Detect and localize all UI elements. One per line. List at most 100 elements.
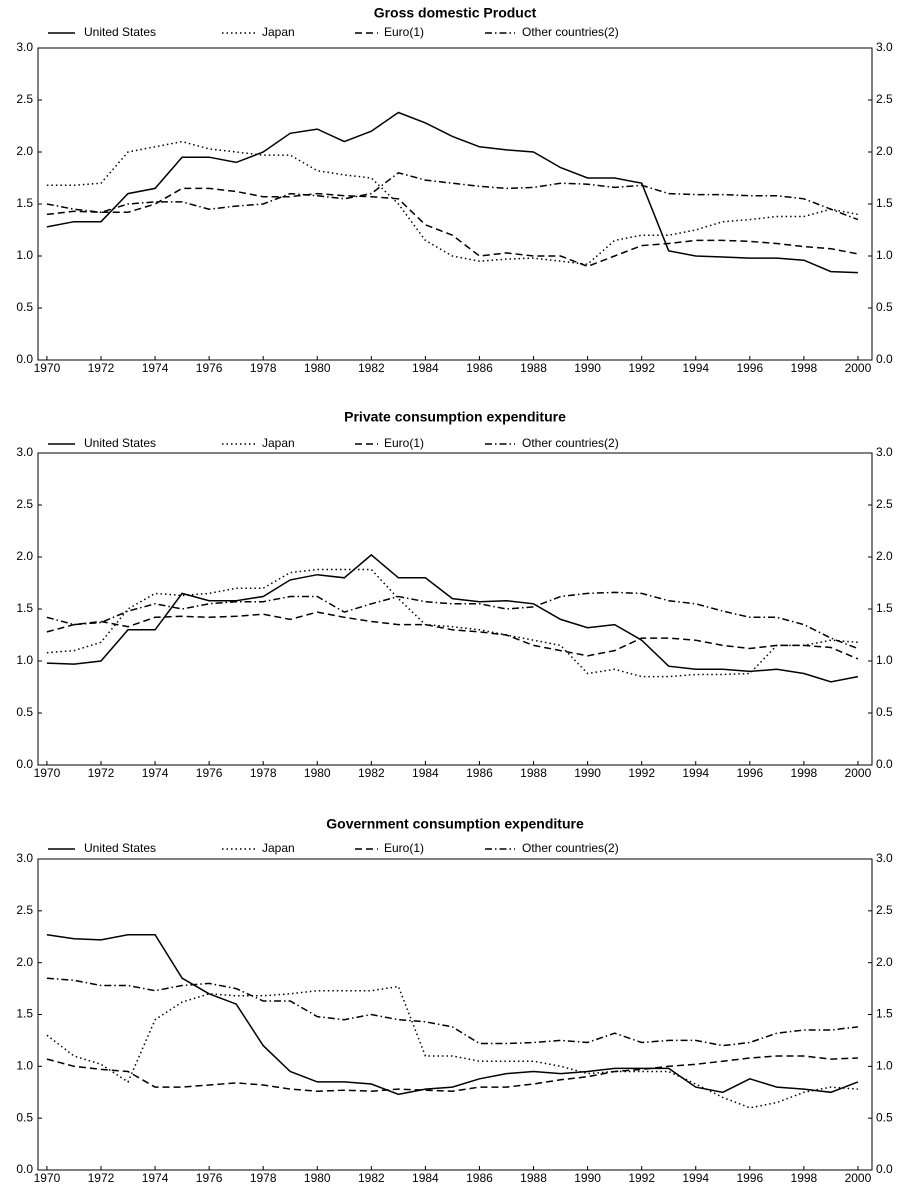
x-tick-label: 1996 xyxy=(736,1171,763,1185)
y2-tick-label: 0.5 xyxy=(876,705,893,719)
x-tick-label: 1992 xyxy=(628,361,655,375)
legend-label: United States xyxy=(84,25,156,39)
y2-tick-label: 3.0 xyxy=(876,851,893,865)
x-tick-label: 1970 xyxy=(34,766,61,780)
y2-tick-label: 0.5 xyxy=(876,1110,893,1124)
series-line xyxy=(46,977,858,1047)
y2-tick-label: 1.0 xyxy=(876,1059,893,1073)
y-tick-label: 1.5 xyxy=(16,601,33,615)
series-line xyxy=(46,553,859,683)
x-tick-label: 1996 xyxy=(736,361,763,375)
x-tick-label: 1970 xyxy=(34,1171,61,1185)
x-tick-label: 1978 xyxy=(250,361,277,375)
y-tick-label: 0.5 xyxy=(16,1110,33,1124)
x-tick-label: 1976 xyxy=(196,361,223,375)
y2-tick-label: 2.0 xyxy=(876,549,893,563)
series-line xyxy=(46,140,859,266)
series-line xyxy=(46,933,859,1096)
x-tick-label: 1986 xyxy=(466,361,493,375)
x-tick-label: 1982 xyxy=(358,361,385,375)
series-line xyxy=(46,591,859,650)
x-tick-label: 1982 xyxy=(358,1171,385,1185)
y-tick-label: 2.5 xyxy=(16,92,33,106)
y-tick-label: 2.5 xyxy=(16,903,33,917)
plot-frame xyxy=(37,47,873,361)
y2-tick-label: 0.0 xyxy=(876,757,893,771)
x-tick-label: 1994 xyxy=(682,766,709,780)
x-tick-label: 1980 xyxy=(304,766,331,780)
y2-tick-label: 2.5 xyxy=(876,903,893,917)
x-tick-label: 1988 xyxy=(520,1171,547,1185)
x-tick-label: 1980 xyxy=(304,361,331,375)
series-line xyxy=(46,171,859,221)
y-tick-label: 1.5 xyxy=(16,1007,33,1021)
x-tick-label: 1994 xyxy=(682,1171,709,1185)
chart-title: Gross domestic Product xyxy=(374,5,537,21)
y-tick-label: 1.0 xyxy=(16,653,33,667)
x-tick-label: 2000 xyxy=(845,766,872,780)
legend-label: Euro(1) xyxy=(384,25,424,39)
y2-tick-label: 2.0 xyxy=(876,955,893,969)
legend-label: Euro(1) xyxy=(384,436,424,450)
y2-tick-label: 0.0 xyxy=(876,352,893,366)
x-tick-label: 1978 xyxy=(250,1171,277,1185)
x-tick-label: 1982 xyxy=(358,766,385,780)
x-tick-label: 1990 xyxy=(574,766,601,780)
x-tick-label: 1998 xyxy=(791,1171,818,1185)
y2-tick-label: 3.0 xyxy=(876,40,893,54)
x-tick-label: 1984 xyxy=(412,361,439,375)
y2-tick-label: 1.0 xyxy=(876,653,893,667)
series-line xyxy=(46,187,859,268)
x-tick-label: 1970 xyxy=(34,361,61,375)
y-tick-label: 3.0 xyxy=(16,851,33,865)
legend-label: Japan xyxy=(262,436,295,450)
legend-label: United States xyxy=(84,436,156,450)
legend-label: Euro(1) xyxy=(384,841,424,855)
y-tick-label: 0.0 xyxy=(16,757,33,771)
x-tick-label: 1984 xyxy=(412,1171,439,1185)
x-tick-label: 1976 xyxy=(196,766,223,780)
y2-tick-label: 1.5 xyxy=(876,196,893,210)
x-tick-label: 1998 xyxy=(791,766,818,780)
y2-tick-label: 0.5 xyxy=(876,300,893,314)
x-tick-label: 1972 xyxy=(88,766,115,780)
y-tick-label: 0.0 xyxy=(16,352,33,366)
x-tick-label: 1996 xyxy=(736,766,763,780)
legend-label: Other countries(2) xyxy=(522,25,619,39)
y2-tick-label: 0.0 xyxy=(876,1162,893,1176)
x-tick-label: 1990 xyxy=(574,361,601,375)
y2-tick-label: 1.5 xyxy=(876,1007,893,1021)
legend-label: Other countries(2) xyxy=(522,841,619,855)
chart-title: Government consumption expenditure xyxy=(326,816,584,832)
series-line xyxy=(46,985,858,1109)
x-tick-label: 1990 xyxy=(574,1171,601,1185)
series-line xyxy=(46,1055,858,1092)
y-tick-label: 2.0 xyxy=(16,144,33,158)
x-tick-label: 1976 xyxy=(196,1171,223,1185)
x-tick-label: 1974 xyxy=(142,1171,169,1185)
y-tick-label: 1.0 xyxy=(16,1059,33,1073)
legend-label: Japan xyxy=(262,25,295,39)
y-tick-label: 2.0 xyxy=(16,549,33,563)
y-tick-label: 0.0 xyxy=(16,1162,33,1176)
x-tick-label: 1998 xyxy=(791,361,818,375)
x-tick-label: 1986 xyxy=(466,1171,493,1185)
x-tick-label: 1994 xyxy=(682,361,709,375)
y-tick-label: 3.0 xyxy=(16,40,33,54)
series-line xyxy=(46,611,859,660)
series-line xyxy=(46,568,858,678)
y2-tick-label: 3.0 xyxy=(876,445,893,459)
y-tick-label: 2.0 xyxy=(16,955,33,969)
y2-tick-label: 1.5 xyxy=(876,601,893,615)
x-tick-label: 1980 xyxy=(304,1171,331,1185)
y2-tick-label: 2.0 xyxy=(876,144,893,158)
chart-title: Private consumption expenditure xyxy=(344,409,566,425)
x-tick-label: 1972 xyxy=(88,1171,115,1185)
legend-label: Japan xyxy=(262,841,295,855)
legend-label: Other countries(2) xyxy=(522,436,619,450)
plot-frame xyxy=(37,452,873,766)
y-tick-label: 0.5 xyxy=(16,705,33,719)
y2-tick-label: 2.5 xyxy=(876,497,893,511)
x-tick-label: 1974 xyxy=(142,766,169,780)
